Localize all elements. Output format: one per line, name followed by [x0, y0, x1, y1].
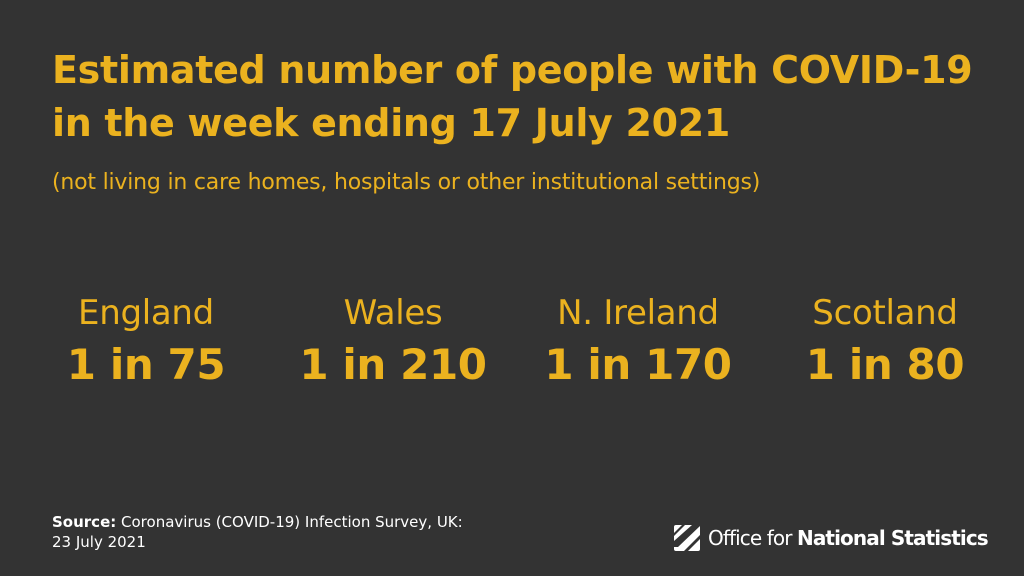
page-title: Estimated number of people with COVID-19…: [52, 48, 973, 145]
ons-logo[interactable]: Office for National Statistics: [674, 523, 989, 553]
source-date: 23 July 2021: [52, 533, 146, 551]
stat-region-name: Scotland: [812, 293, 958, 333]
stat-scotland: Scotland 1 in 80: [765, 290, 1005, 394]
stat-wales: Wales 1 in 210: [273, 290, 513, 394]
stat-region-name: N. Ireland: [557, 293, 719, 333]
stat-value: 1 in 80: [805, 340, 965, 389]
ons-logo-icon: [674, 523, 702, 551]
source-text: Coronavirus (COVID-19) Infection Survey,…: [121, 513, 463, 531]
stat-region-name: England: [78, 293, 214, 333]
logo-text-bold: National Statistics: [797, 526, 989, 550]
stat-england: England 1 in 75: [26, 290, 266, 394]
stat-northern-ireland: N. Ireland 1 in 170: [518, 290, 758, 394]
page-subtitle: (not living in care homes, hospitals or …: [52, 170, 761, 195]
source-note: Source: Coronavirus (COVID-19) Infection…: [52, 512, 572, 552]
source-label: Source:: [52, 513, 117, 531]
logo-text-regular: Office for: [708, 526, 797, 550]
stat-region-name: Wales: [343, 293, 443, 333]
stat-value: 1 in 170: [544, 340, 732, 389]
stat-value: 1 in 75: [66, 340, 226, 389]
stat-value: 1 in 210: [299, 340, 487, 389]
ons-logo-text: Office for National Statistics: [708, 525, 989, 551]
